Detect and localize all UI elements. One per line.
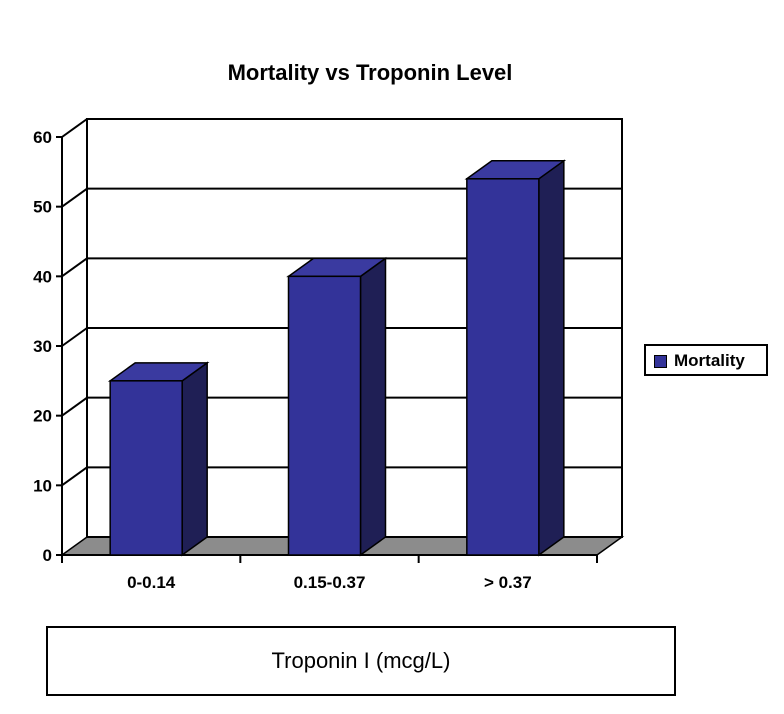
bar xyxy=(466,178,540,556)
x-axis-title: Troponin I (mcg/L) xyxy=(46,626,676,696)
y-tick-label: 30 xyxy=(33,337,52,356)
grid-diagonal xyxy=(61,466,88,487)
legend-label-mortality: Mortality xyxy=(674,351,745,370)
y-tick-label: 20 xyxy=(33,407,52,426)
legend: Mortality xyxy=(644,344,768,376)
x-tick-label: > 0.37 xyxy=(484,573,532,592)
grid-diagonal xyxy=(61,327,88,347)
bar xyxy=(109,380,183,556)
y-tick-label: 50 xyxy=(33,198,52,217)
chart-title: Mortality vs Troponin Level xyxy=(227,60,513,85)
grid-diagonal xyxy=(61,118,88,138)
bar-side xyxy=(181,361,208,557)
grid-diagonal xyxy=(61,396,88,417)
x-tick-label: 0-0.14 xyxy=(127,573,176,592)
bar-side xyxy=(359,256,387,557)
bar xyxy=(287,275,362,556)
x-tick-label: 0.15-0.37 xyxy=(294,573,366,592)
y-tick-label: 0 xyxy=(43,546,52,565)
y-tick-label: 60 xyxy=(33,128,52,147)
y-tick-label: 40 xyxy=(33,267,52,286)
y-tick-label: 10 xyxy=(33,476,52,495)
grid-diagonal xyxy=(61,257,88,278)
grid-diagonal xyxy=(61,187,88,208)
bar-side xyxy=(538,159,565,557)
legend-swatch-mortality xyxy=(654,355,667,368)
